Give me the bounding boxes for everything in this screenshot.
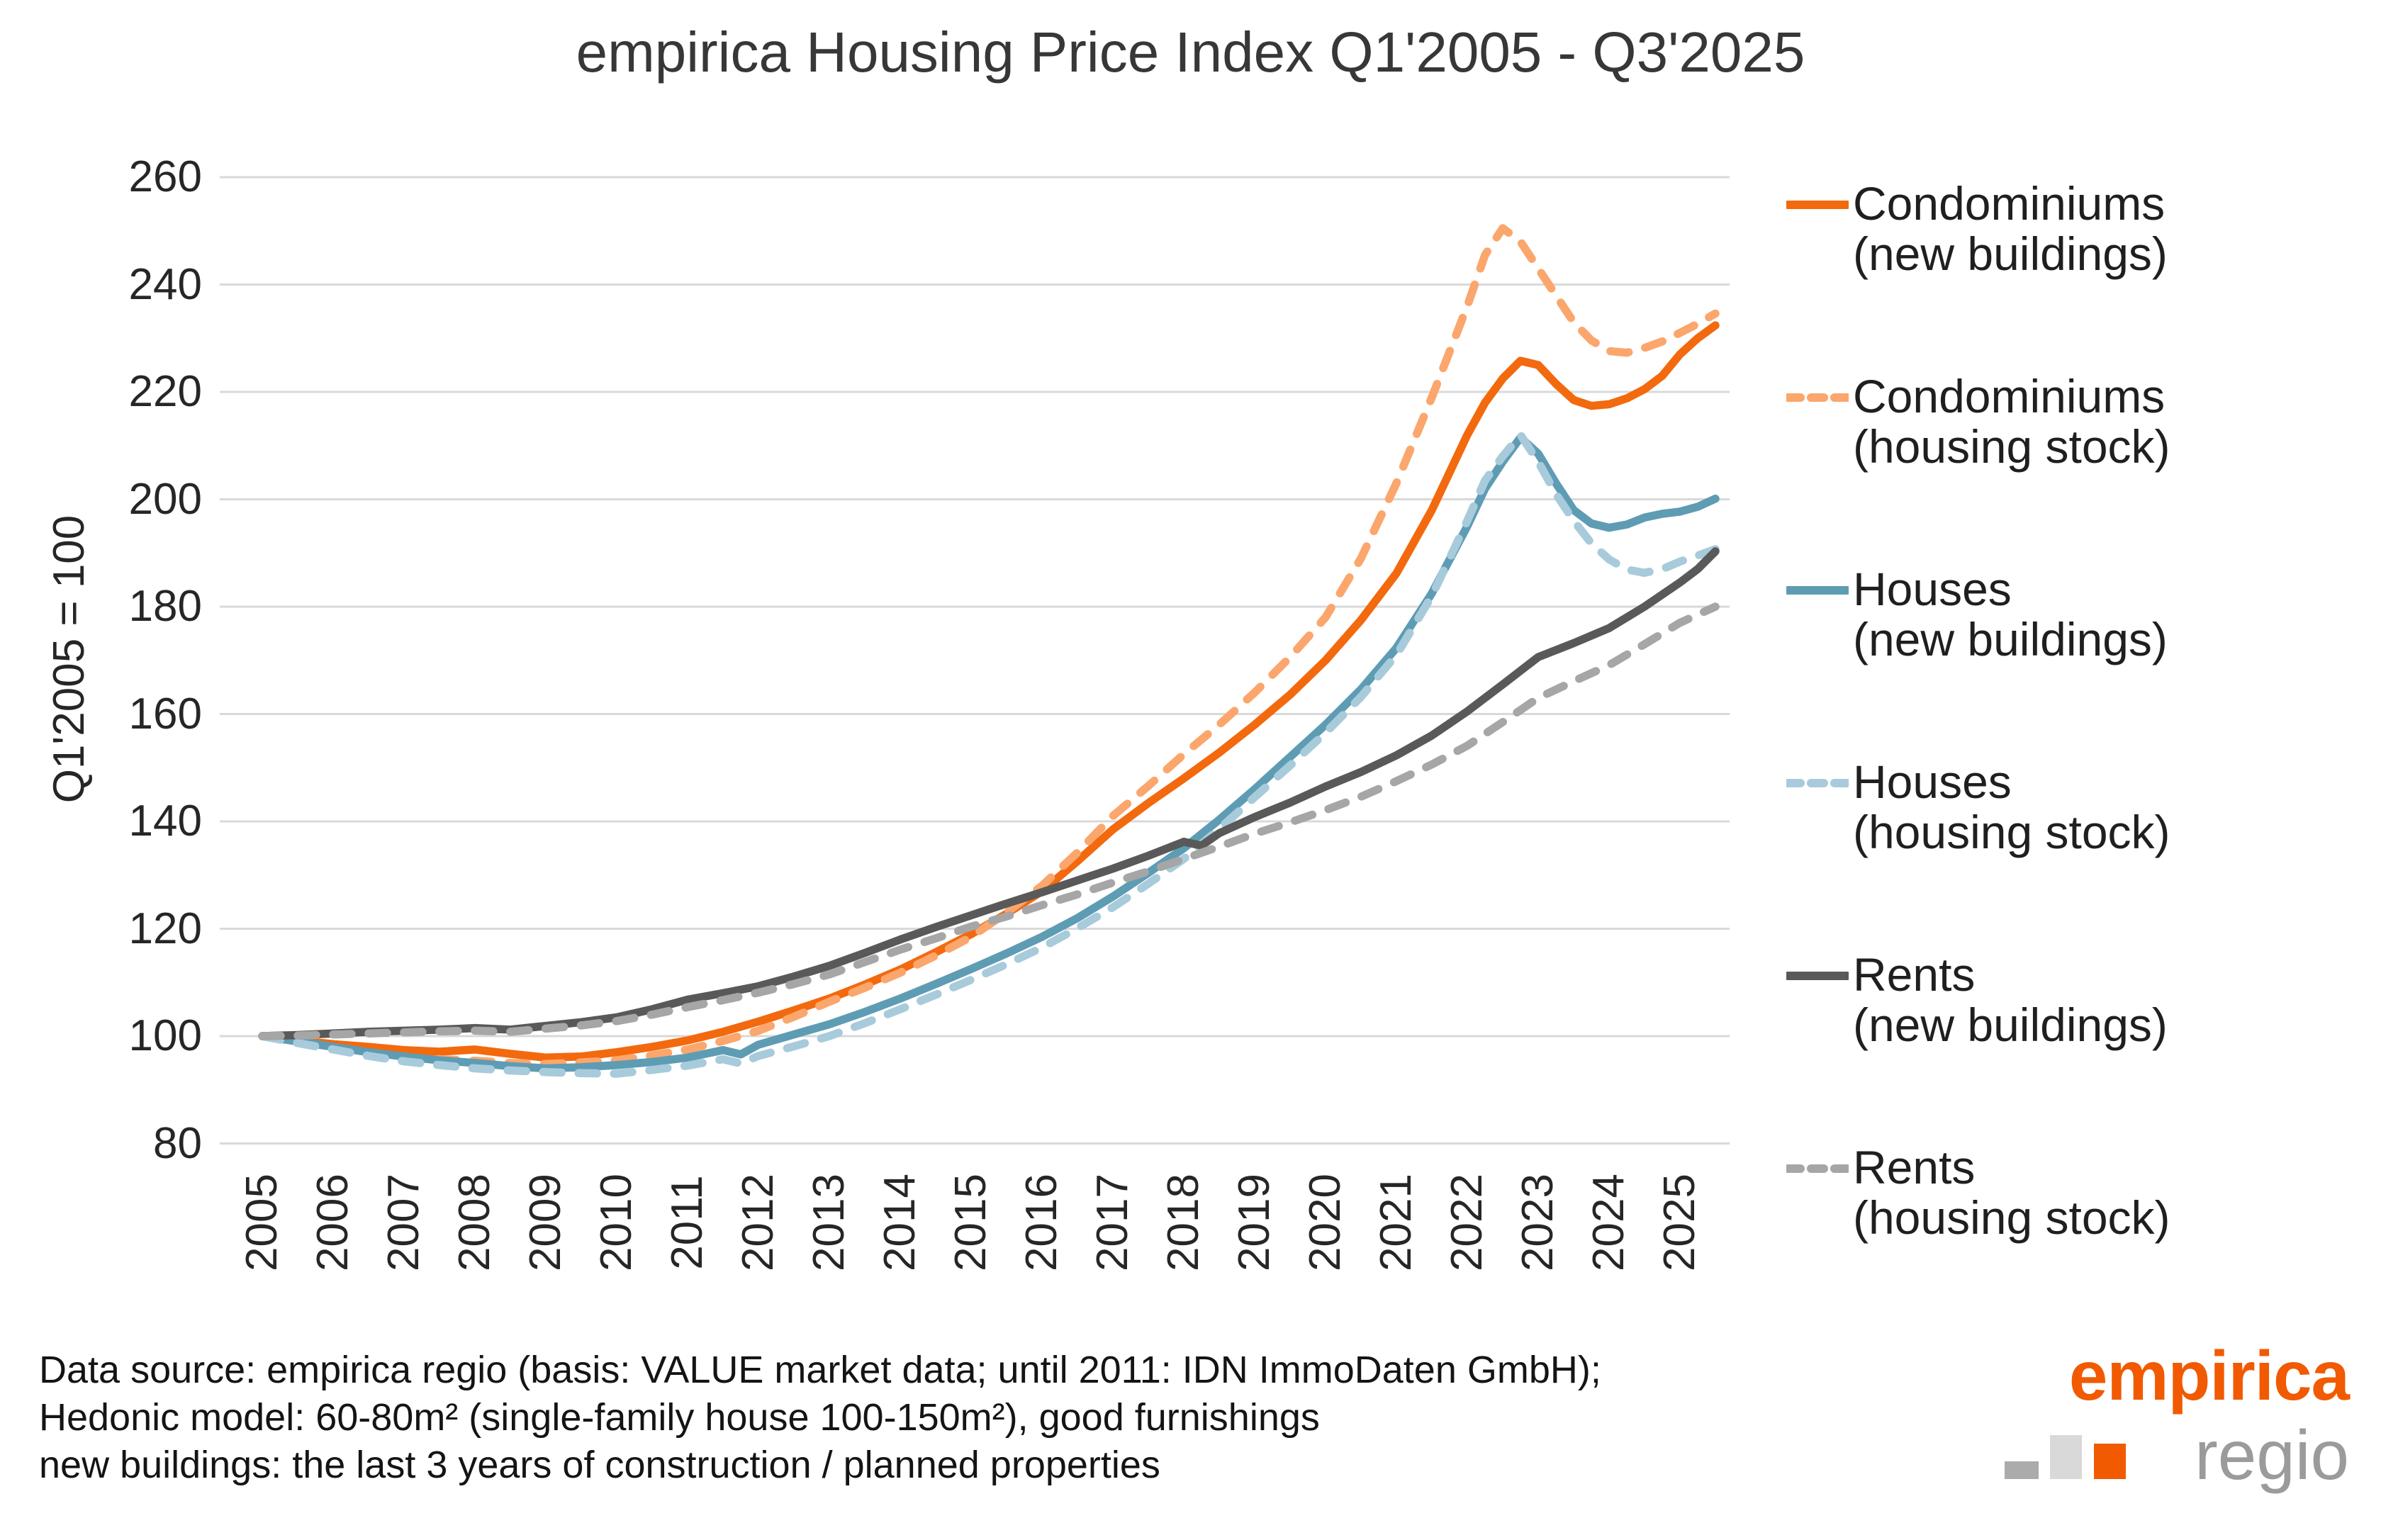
legend-swatch-solid-line-icon <box>1786 201 1849 209</box>
x-tick-label-2021: 2021 <box>1372 1174 1421 1271</box>
logo-wordmark-empirica: empirica <box>2068 1337 2350 1415</box>
logo-wordmark-regio: regio <box>2195 1416 2349 1494</box>
x-tick-label-2013: 2013 <box>805 1174 853 1271</box>
legend-label-line1: Condominiums <box>1853 370 2166 422</box>
x-tick-label-2017: 2017 <box>1088 1174 1137 1271</box>
x-tick-label-2020: 2020 <box>1301 1174 1350 1271</box>
legend-label-line1: Houses <box>1853 755 2012 808</box>
legend-label-line2: (new buildings) <box>1853 613 2168 665</box>
legend-label: Condominiums (housing stock) <box>1853 371 2170 472</box>
legend-swatch-dashed-line-icon <box>1786 393 1849 402</box>
legend-label: Condominiums (new buildings) <box>1853 179 2168 279</box>
legend-label-line1: Rents <box>1853 948 1976 1001</box>
legend-swatch-solid-line-icon <box>1786 586 1849 595</box>
x-tick-label-2005: 2005 <box>237 1174 286 1271</box>
legend-label-line2: (new buildings) <box>1853 999 2168 1051</box>
legend-swatch-dashed-line-icon <box>1786 1164 1849 1173</box>
series-lines <box>258 224 1720 1078</box>
x-tick-label-2010: 2010 <box>592 1174 641 1271</box>
y-tick-label-120: 120 <box>128 904 202 953</box>
chart-title: empirica Housing Price Index Q1'2005 - Q… <box>576 21 1805 84</box>
x-tick-label-2009: 2009 <box>521 1174 570 1271</box>
empirica-regio-logo: empirica regio <box>1999 1336 2360 1506</box>
x-tick-label-2007: 2007 <box>379 1174 428 1271</box>
x-tick-label-2024: 2024 <box>1584 1174 1633 1271</box>
legend-label-line2: (new buildings) <box>1853 227 2168 280</box>
x-tick-label-2019: 2019 <box>1230 1174 1279 1271</box>
gridlines <box>220 176 1730 1145</box>
legend-item-houses-new-buildings: Houses (new buildings) <box>1786 564 2168 665</box>
series-line-condominiums-housing-stock <box>258 224 1720 1069</box>
legend-label-line1: Houses <box>1853 563 2012 615</box>
x-tick-label-2025: 2025 <box>1655 1174 1704 1271</box>
legend-label-line1: Condominiums <box>1853 177 2166 230</box>
legend-item-rents-new-buildings: Rents (new buildings) <box>1786 950 2168 1050</box>
y-tick-label-260: 260 <box>128 152 202 201</box>
x-tick-label-2016: 2016 <box>1017 1174 1066 1271</box>
y-tick-label-220: 220 <box>128 367 202 416</box>
footer-line-datasource: Data source: empirica regio (basis: VALU… <box>39 1349 1601 1391</box>
logo-square-orange-icon <box>2094 1444 2126 1479</box>
legend-label: Rents (new buildings) <box>1853 950 2168 1050</box>
x-tick-label-2011: 2011 <box>663 1175 712 1270</box>
x-tick-label-2008: 2008 <box>450 1174 499 1271</box>
legend-label: Houses (new buildings) <box>1853 564 2168 665</box>
legend-label-line2: (housing stock) <box>1853 806 2170 858</box>
series-line-houses-housing-stock <box>258 430 1720 1078</box>
x-tick-label-2023: 2023 <box>1513 1174 1562 1271</box>
x-tick-label-2018: 2018 <box>1159 1174 1208 1271</box>
series-line-rents-housing-stock <box>258 602 1720 1040</box>
legend-item-rents-housing-stock: Rents (housing stock) <box>1786 1142 2170 1243</box>
legend-swatch-solid-line-icon <box>1786 972 1849 980</box>
x-tick-label-2012: 2012 <box>734 1174 783 1271</box>
x-tick-label-2006: 2006 <box>308 1174 357 1271</box>
y-tick-label-200: 200 <box>128 474 202 524</box>
logo-square-light-icon <box>2050 1435 2082 1479</box>
y-tick-label-140: 140 <box>128 797 202 845</box>
x-tick-label-2022: 2022 <box>1442 1174 1491 1271</box>
legend-label: Rents (housing stock) <box>1853 1142 2170 1243</box>
legend-item-condominiums-new-buildings: Condominiums (new buildings) <box>1786 179 2168 279</box>
legend-label-line2: (housing stock) <box>1853 420 2170 473</box>
x-tick-label-2014: 2014 <box>875 1174 924 1271</box>
series-line-houses-new-buildings <box>258 433 1720 1073</box>
y-tick-label-160: 160 <box>128 689 202 738</box>
series-line-condominiums-new-buildings <box>258 321 1720 1062</box>
y-tick-label-180: 180 <box>128 582 202 631</box>
footer-line-hedonic-model: Hedonic model: 60-80m² (single-family ho… <box>39 1396 1320 1439</box>
y-tick-label-100: 100 <box>128 1011 202 1060</box>
price-index-line-chart <box>220 176 1730 1145</box>
logo-bar-icon <box>2005 1461 2039 1479</box>
y-tick-label-240: 240 <box>128 259 202 309</box>
y-tick-label-80: 80 <box>153 1118 202 1168</box>
legend-label-line2: (housing stock) <box>1853 1191 2170 1244</box>
legend-item-houses-housing-stock: Houses (housing stock) <box>1786 757 2170 858</box>
legend-label: Houses (housing stock) <box>1853 757 2170 858</box>
footer-notes: Data source: empirica regio (basis: VALU… <box>39 1347 1601 1489</box>
legend-label-line1: Rents <box>1853 1141 1976 1193</box>
legend-swatch-dashed-line-icon <box>1786 779 1849 787</box>
legend-item-condominiums-housing-stock: Condominiums (housing stock) <box>1786 371 2170 472</box>
x-tick-label-2015: 2015 <box>946 1174 995 1271</box>
footer-line-new-buildings: new buildings: the last 3 years of const… <box>39 1444 1160 1486</box>
